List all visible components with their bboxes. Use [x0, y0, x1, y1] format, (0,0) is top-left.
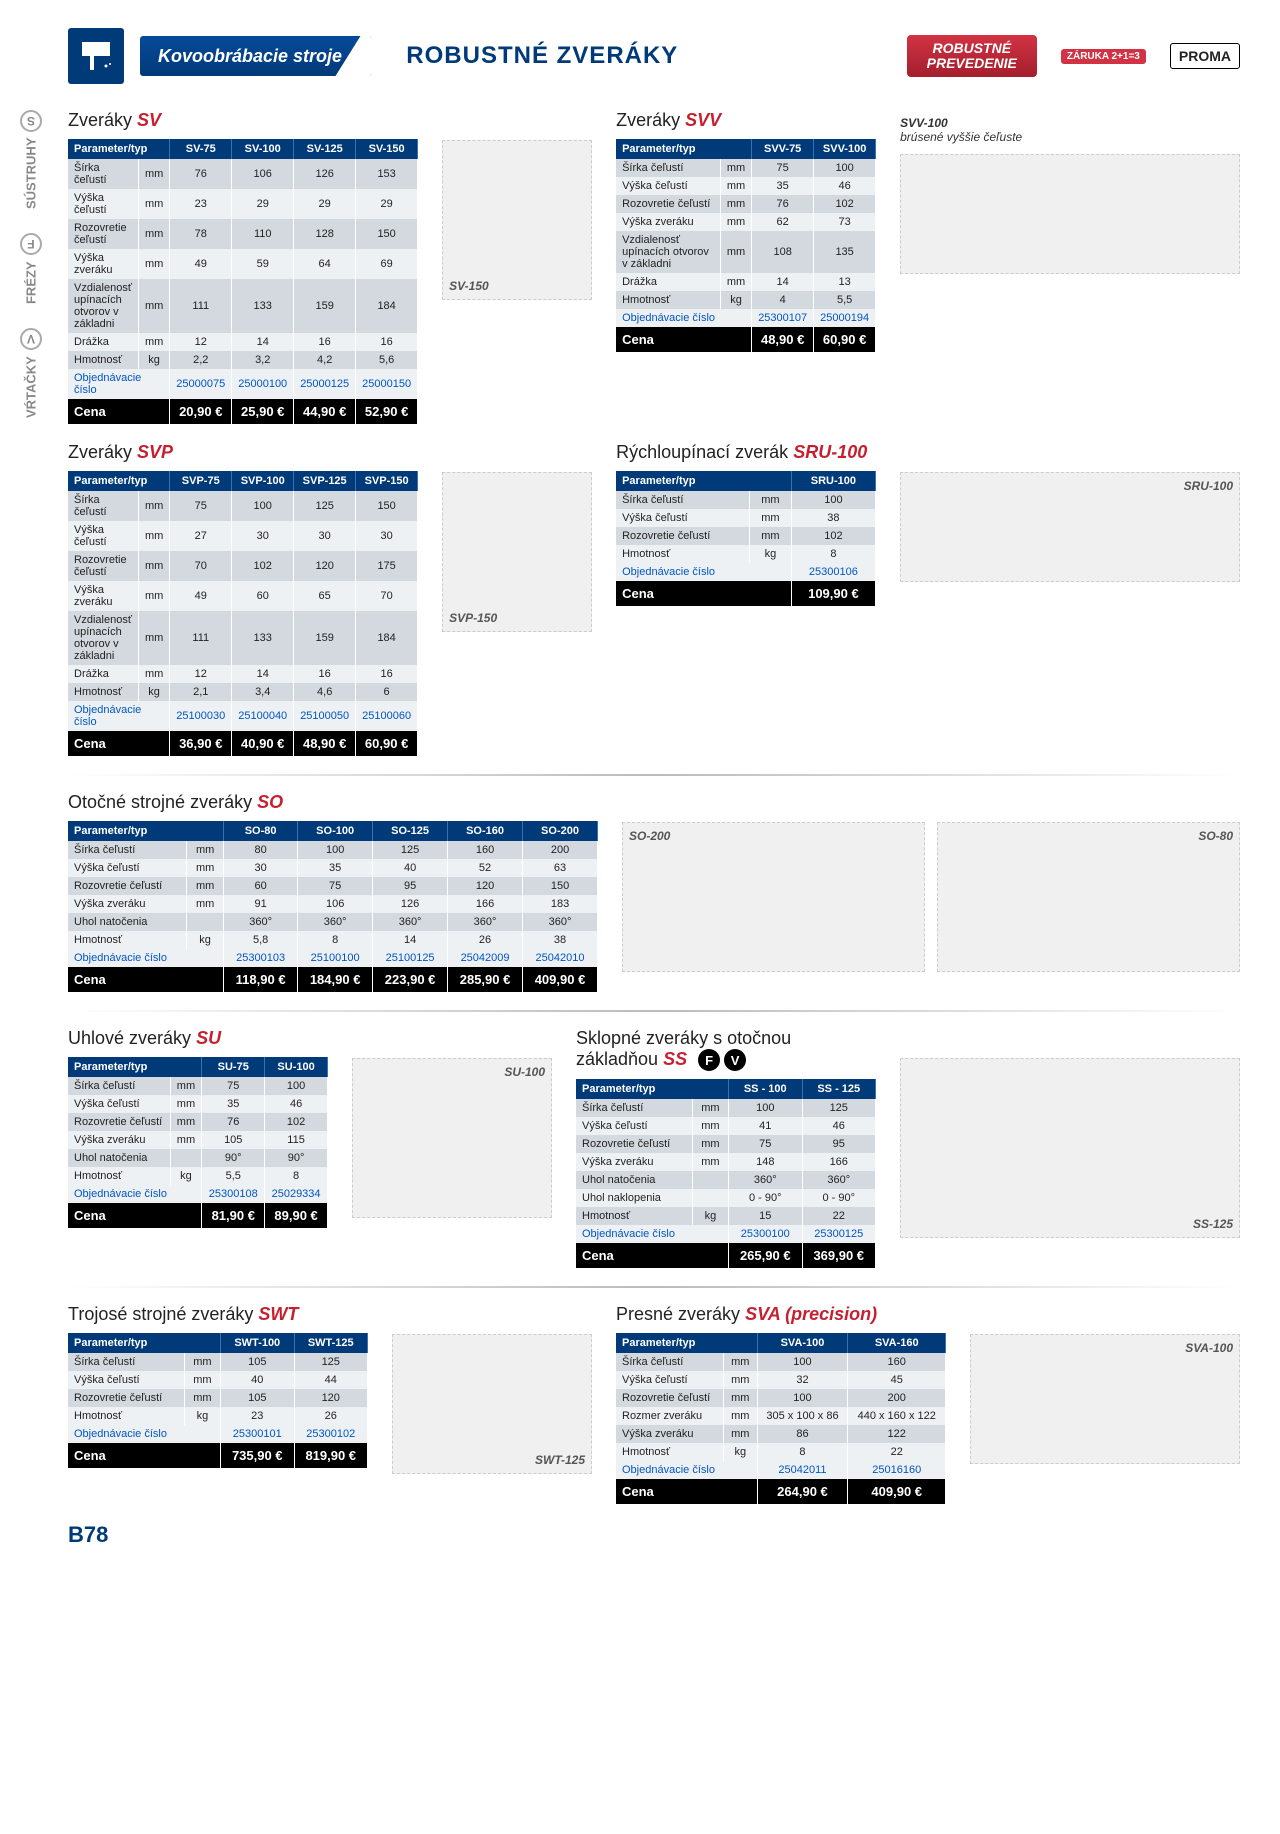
tab-sustruhy: SÚSTRUHYS	[20, 110, 42, 210]
product-image-swt: SWT-125	[392, 1334, 592, 1474]
page-title: ROBUSTNÉ ZVERÁKY	[406, 42, 678, 70]
category-label: Kovoobrábacie stroje	[140, 36, 372, 76]
table-swt: Parameter/typSWT-100SWT-125Šírka čeľustí…	[68, 1333, 368, 1468]
product-image-so200: SO-200	[622, 822, 925, 972]
table-svp: Parameter/typSVP-75SVP-100SVP-125SVP-150…	[68, 471, 418, 756]
section-svv: Zveráky SVV Parameter/typSVV-75SVV-100Ší…	[616, 110, 876, 352]
product-image-sru: SRU-100	[900, 472, 1240, 582]
page-number: B78	[68, 1522, 1240, 1548]
table-su: Parameter/typSU-75SU-100Šírka čeľustímm7…	[68, 1057, 328, 1228]
section-ss: Sklopné zveráky s otočnou základňou SS F…	[576, 1028, 876, 1268]
section-swt: Trojosé strojné zveráky SWT Parameter/ty…	[68, 1304, 368, 1468]
page-header: Kovoobrábacie stroje ROBUSTNÉ ZVERÁKY RO…	[68, 28, 1240, 84]
section-sv: Zveráky SV Parameter/typSV-75SV-100SV-12…	[68, 110, 418, 424]
table-sru: Parameter/typSRU-100Šírka čeľustímm100Vý…	[616, 471, 876, 606]
badge-robust: ROBUSTNÉPREVEDENIE	[907, 35, 1037, 78]
table-so: Parameter/typSO-80SO-100SO-125SO-160SO-2…	[68, 821, 598, 992]
fv-badge: FV	[698, 1049, 746, 1071]
product-image-so80: SO-80	[937, 822, 1240, 972]
section-svp: Zveráky SVP Parameter/typSVP-75SVP-100SV…	[68, 442, 418, 756]
tab-vrtacky: VŔTAČKYV	[20, 328, 42, 418]
note-svv: SVV-100brúsené vyššie čeľuste	[900, 116, 1240, 144]
table-sv: Parameter/typSV-75SV-100SV-125SV-150Šírk…	[68, 139, 418, 424]
category-icon	[68, 28, 124, 84]
product-image-sv: SV-150	[442, 140, 592, 300]
brand-logo: PROMA	[1170, 43, 1240, 69]
product-image-ss: SS-125	[900, 1058, 1240, 1238]
section-sva: Presné zveráky SVA (precision) Parameter…	[616, 1304, 946, 1504]
section-su: Uhlové zveráky SU Parameter/typSU-75SU-1…	[68, 1028, 328, 1228]
product-image-svp: SVP-150	[442, 472, 592, 632]
table-sva: Parameter/typSVA-100SVA-160Šírka čeľustí…	[616, 1333, 946, 1504]
tab-frezy: FRÉZYF	[20, 234, 42, 305]
section-sru: Rýchloupínací zverák SRU-100 Parameter/t…	[616, 442, 876, 606]
product-image-su: SU-100	[352, 1058, 552, 1218]
badge-warranty: ZÁRUKA 2+1=3	[1061, 49, 1146, 64]
table-svv: Parameter/typSVV-75SVV-100Šírka čeľustím…	[616, 139, 876, 352]
table-ss: Parameter/typSS - 100SS - 125Šírka čeľus…	[576, 1079, 876, 1268]
product-image-svv	[900, 154, 1240, 274]
section-so: Otočné strojné zveráky SO Parameter/typS…	[68, 792, 598, 992]
side-category-tabs: VŔTAČKYV FRÉZYF SÚSTRUHYS	[20, 110, 42, 418]
product-image-sva: SVA-100	[970, 1334, 1240, 1464]
